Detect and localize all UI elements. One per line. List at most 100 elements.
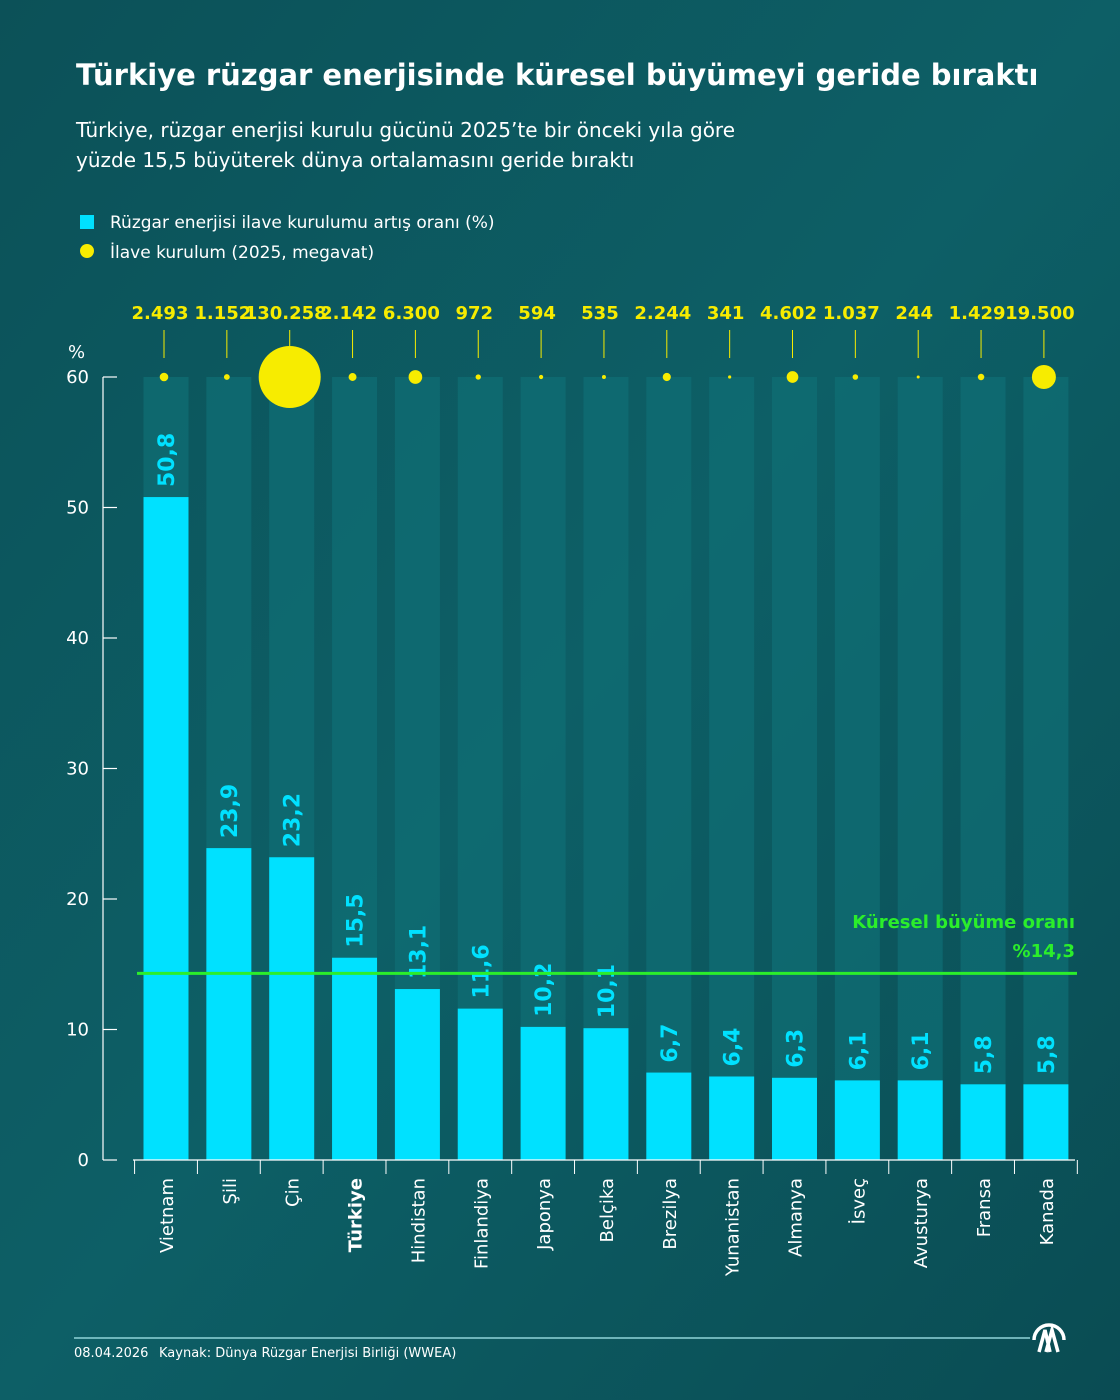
bubble <box>348 373 357 381</box>
bar <box>269 857 315 1160</box>
bar <box>709 1076 755 1160</box>
bubble-value-label: 594 <box>518 303 556 324</box>
bubble <box>728 375 732 379</box>
bar <box>1023 1084 1069 1160</box>
bubble-value-label: 1.152 <box>194 303 251 324</box>
bar-track <box>709 377 755 1160</box>
legend-bubble-swatch <box>80 244 94 258</box>
bar <box>457 1008 503 1160</box>
legend-bar-label: Rüzgar enerjisi ilave kurulumu artış ora… <box>110 213 495 233</box>
category-label: Kanada <box>1037 1178 1058 1245</box>
bar-track <box>772 377 817 1160</box>
legend-bubble-label: İlave kurulum (2025, megavat) <box>110 242 374 263</box>
bar-track <box>646 377 692 1160</box>
footer-date: 08.04.2026 <box>74 1346 148 1361</box>
bubble <box>258 346 321 408</box>
category-label: İsveç <box>848 1178 869 1224</box>
bubble <box>916 375 920 379</box>
y-tick-label: 0 <box>78 1150 89 1171</box>
global-growth-value: %14,3 <box>1013 941 1075 962</box>
category-label: Almanya <box>786 1178 807 1257</box>
y-tick-label: 60 <box>66 367 89 388</box>
bar-value-label: 6,4 <box>721 1027 746 1066</box>
bubble <box>786 371 799 383</box>
bubble-value-label: 2.493 <box>132 303 189 324</box>
bar <box>834 1080 880 1160</box>
bubble <box>1031 365 1056 389</box>
bar <box>583 1028 629 1160</box>
bar-track <box>897 377 943 1160</box>
bar <box>143 497 189 1160</box>
category-label: Hindistan <box>408 1178 429 1263</box>
bubble <box>977 373 985 381</box>
y-tick-label: 50 <box>66 498 89 519</box>
y-tick-label: 20 <box>66 889 89 910</box>
bar-value-label: 6,3 <box>784 1029 809 1068</box>
bubble <box>601 375 606 379</box>
bubble-value-label: 2.244 <box>634 303 691 324</box>
footer-source: Kaynak: Dünya Rüzgar Enerjisi Birliği (W… <box>159 1346 456 1361</box>
bubble <box>852 374 859 380</box>
category-label: Finlandiya <box>471 1178 492 1269</box>
bubble-value-label: 19.500 <box>1005 303 1074 324</box>
bar <box>772 1077 817 1160</box>
bar-value-label: 11,6 <box>469 944 494 998</box>
bar-value-label: 6,7 <box>658 1024 683 1063</box>
category-label: Yunanistan <box>723 1178 744 1277</box>
y-tick-label: 40 <box>66 628 89 649</box>
category-label: Avusturya <box>911 1178 932 1268</box>
bar-track <box>1023 377 1069 1160</box>
bar <box>520 1026 566 1160</box>
bubble <box>223 374 230 380</box>
bubble <box>539 374 544 380</box>
bar <box>332 957 378 1160</box>
bubble-value-label: 535 <box>581 303 619 324</box>
category-label: Brezilya <box>660 1178 681 1250</box>
aa-logo <box>1032 1323 1066 1353</box>
bubble <box>408 370 423 384</box>
category-label: Türkiye <box>346 1178 367 1252</box>
bar-value-label: 10,2 <box>532 963 557 1017</box>
bubble-value-label: 972 <box>455 303 493 324</box>
chart-title: Türkiye rüzgar enerjisinde küresel büyüm… <box>76 58 1038 92</box>
category-label: Belçika <box>597 1178 618 1242</box>
bar-track <box>960 377 1006 1160</box>
bar-value-label: 15,5 <box>344 893 369 947</box>
y-tick-label: 30 <box>66 759 89 780</box>
bubble-value-label: 1.037 <box>823 303 880 324</box>
category-label: Çin <box>283 1178 304 1207</box>
legend-bar-swatch <box>80 215 94 229</box>
bar-value-label: 6,1 <box>909 1031 934 1070</box>
bar-track <box>834 377 880 1160</box>
bar <box>394 989 440 1160</box>
bubble-value-label: 6.300 <box>383 303 440 324</box>
bar-value-label: 5,8 <box>972 1035 997 1074</box>
bar-value-label: 50,8 <box>155 433 180 487</box>
bar-value-label: 23,2 <box>281 793 306 847</box>
global-growth-label: Küresel büyüme oranı <box>852 912 1075 933</box>
subtitle-line-2: yüzde 15,5 büyüterek dünya ortalamasını … <box>76 148 634 172</box>
plot-area: 0 10 20 30 40 50 60% 50,8 2.493 Vietnam 23,9 1.152 Ş… <box>66 303 1078 1277</box>
bubble <box>475 374 481 380</box>
bar <box>206 848 252 1160</box>
bar <box>960 1084 1006 1160</box>
bar-value-label: 5,8 <box>1035 1035 1060 1074</box>
y-tick-label: 10 <box>66 1020 89 1041</box>
bar <box>646 1072 692 1160</box>
bar-value-label: 23,9 <box>218 784 243 838</box>
bar-value-label: 6,1 <box>846 1031 871 1070</box>
bubble-value-label: 244 <box>895 303 933 324</box>
bubble-value-label: 4.602 <box>760 303 817 324</box>
category-label: Japonya <box>534 1178 555 1251</box>
bar <box>897 1080 943 1160</box>
bubble-value-label: 130.258 <box>245 303 327 324</box>
bubble-value-label: 2.142 <box>320 303 377 324</box>
bubble <box>159 372 169 382</box>
bar-value-label: 13,1 <box>406 925 431 979</box>
bubble <box>662 372 671 382</box>
bubble-value-label: 1.429 <box>949 303 1006 324</box>
y-axis-label: % <box>68 342 85 363</box>
category-label: Vietnam <box>157 1178 178 1253</box>
subtitle-line-1: Türkiye, rüzgar enerjisi kurulu gücünü 2… <box>75 118 735 142</box>
